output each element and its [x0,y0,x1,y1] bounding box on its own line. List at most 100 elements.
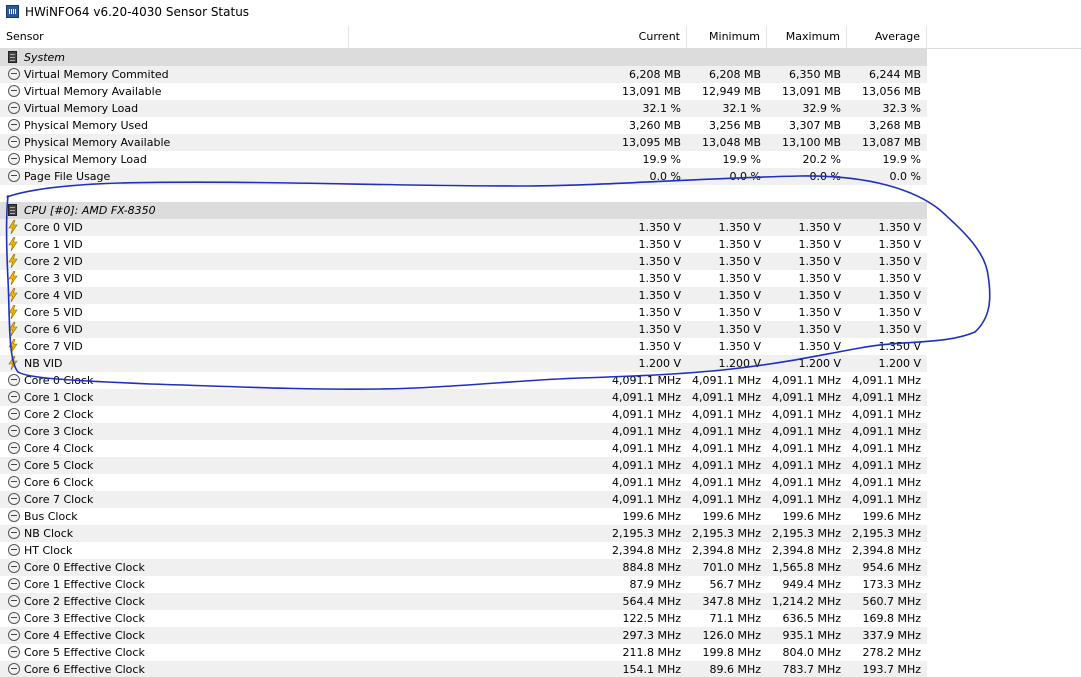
minimum-value: 12,949 MB [701,85,761,98]
minimum-value: 1.200 V [718,357,761,370]
gauge-icon [8,85,20,97]
current-value: 297.3 MHz [622,629,681,642]
hwinfo-app-icon [6,5,19,18]
sensor-row[interactable]: Page File Usage 0.0 % 0.0 % 0.0 % 0.0 % [0,168,927,185]
sensor-row[interactable]: Core 0 Clock 4,091.1 MHz 4,091.1 MHz 4,091.… [0,372,927,389]
lightning-icon [8,219,18,235]
sensor-name-cell: Core 0 Effective Clock [8,559,348,576]
average-value: 4,091.1 MHz [851,493,921,506]
maximum-value: 1,214.2 MHz [771,595,841,608]
minimum-value: 4,091.1 MHz [691,374,761,387]
average-value: 2,394.8 MHz [851,544,921,557]
sensor-row[interactable]: Core 1 Clock 4,091.1 MHz 4,091.1 MHz 4,091.… [0,389,927,406]
gauge-icon [8,459,20,471]
sensor-row[interactable]: Core 4 Effective Clock 297.3 MHz 126.0 MHz… [0,627,927,644]
sensor-name-cell: NB Clock [8,525,348,542]
column-header-maximum[interactable]: Maximum [767,26,847,48]
sensor-row[interactable]: Bus Clock 199.6 MHz 199.6 MHz 199.6 MHz 199.… [0,508,927,525]
minimum-value: 1.350 V [718,306,761,319]
sensor-row[interactable]: Physical Memory Load 19.9 % 19.9 % 20.2 % 19… [0,151,927,168]
sensor-row[interactable]: Core 1 Effective Clock 87.9 MHz 56.7 MHz 94… [0,576,927,593]
sensor-group-row[interactable]: CPU [#0]: AMD FX-8350 [0,202,927,219]
average-value: 4,091.1 MHz [851,442,921,455]
sensor-row[interactable]: NB VID 1.200 V 1.200 V 1.200 V 1.200 V [0,355,927,372]
sensor-row[interactable]: Physical Memory Used 3,260 MB 3,256 MB 3,30… [0,117,927,134]
sensor-name: Core 0 Effective Clock [24,561,145,574]
current-value: 4,091.1 MHz [611,459,681,472]
sensor-row[interactable]: Core 2 Clock 4,091.1 MHz 4,091.1 MHz 4,091.… [0,406,927,423]
sensor-row[interactable]: Virtual Memory Commited 6,208 MB 6,208 MB 6… [0,66,927,83]
minimum-value: 1.350 V [718,289,761,302]
sensor-row[interactable]: Core 4 Clock 4,091.1 MHz 4,091.1 MHz 4,091.… [0,440,927,457]
sensor-name: Core 2 Clock [24,408,94,421]
current-value: 154.1 MHz [622,663,681,676]
maximum-value: 636.5 MHz [782,612,841,625]
sensor-name: Core 6 VID [24,323,83,336]
sensor-group-row[interactable]: System [0,49,927,66]
sensor-row[interactable]: Core 6 Clock 4,091.1 MHz 4,091.1 MHz 4,091.… [0,474,927,491]
sensor-row[interactable]: Virtual Memory Available 13,091 MB 12,949 … [0,83,927,100]
minimum-value: 71.1 MHz [709,612,761,625]
minimum-value: 13,048 MB [701,136,761,149]
minimum-value: 2,394.8 MHz [691,544,761,557]
average-value: 199.6 MHz [862,510,921,523]
maximum-value: 4,091.1 MHz [771,408,841,421]
column-header-sensor[interactable]: Sensor [0,26,349,48]
sensor-row[interactable]: HT Clock 2,394.8 MHz 2,394.8 MHz 2,394.8 MH… [0,542,927,559]
sensor-row[interactable]: Core 3 Clock 4,091.1 MHz 4,091.1 MHz 4,091.… [0,423,927,440]
gauge-icon [8,153,20,165]
sensor-name-cell: HT Clock [8,542,348,559]
current-value: 4,091.1 MHz [611,493,681,506]
maximum-value: 1.350 V [798,238,841,251]
maximum-value: 1.200 V [798,357,841,370]
sensor-row[interactable]: Core 0 VID 1.350 V 1.350 V 1.350 V 1.350 V [0,219,927,236]
average-value: 19.9 % [882,153,921,166]
gauge-icon [8,561,20,573]
sensor-row[interactable]: Core 3 Effective Clock 122.5 MHz 71.1 MHz 6… [0,610,927,627]
sensor-row[interactable]: Core 5 Clock 4,091.1 MHz 4,091.1 MHz 4,091.… [0,457,927,474]
sensor-name-cell: Core 5 VID [8,304,348,321]
column-header-average[interactable]: Average [847,26,927,48]
maximum-value: 1,565.8 MHz [771,561,841,574]
column-header-minimum[interactable]: Minimum [687,26,767,48]
sensor-row[interactable]: Core 6 VID 1.350 V 1.350 V 1.350 V 1.350 V [0,321,927,338]
sensor-row[interactable]: NB Clock 2,195.3 MHz 2,195.3 MHz 2,195.3 MH… [0,525,927,542]
maximum-value: 1.350 V [798,306,841,319]
current-value: 1.350 V [638,340,681,353]
sensor-row[interactable]: Core 7 VID 1.350 V 1.350 V 1.350 V 1.350 V [0,338,927,355]
sensor-list[interactable]: System Virtual Memory Commited 6,208 MB 6,2… [0,49,1081,677]
sensor-row[interactable]: Core 6 Effective Clock 154.1 MHz 89.6 MHz 7… [0,661,927,677]
column-header-current[interactable]: Current [349,26,687,48]
sensor-name-cell: Virtual Memory Load [8,100,348,117]
sensor-row[interactable]: Core 5 VID 1.350 V 1.350 V 1.350 V 1.350 V [0,304,927,321]
sensor-row[interactable]: Core 7 Clock 4,091.1 MHz 4,091.1 MHz 4,091.… [0,491,927,508]
current-value: 1.350 V [638,238,681,251]
sensor-row[interactable]: Physical Memory Available 13,095 MB 13,048… [0,134,927,151]
maximum-value: 4,091.1 MHz [771,476,841,489]
sensor-row[interactable]: Core 0 Effective Clock 884.8 MHz 701.0 MHz… [0,559,927,576]
minimum-value: 199.8 MHz [702,646,761,659]
maximum-value: 3,307 MB [788,119,841,132]
sensor-name: Core 5 VID [24,306,83,319]
minimum-value: 1.350 V [718,272,761,285]
minimum-value: 4,091.1 MHz [691,476,761,489]
sensor-row[interactable]: Core 5 Effective Clock 211.8 MHz 199.8 MHz… [0,644,927,661]
sensor-row[interactable]: Core 1 VID 1.350 V 1.350 V 1.350 V 1.350 V [0,236,927,253]
average-value: 1.350 V [878,272,921,285]
sensor-row[interactable]: Core 2 VID 1.350 V 1.350 V 1.350 V 1.350 V [0,253,927,270]
maximum-value: 4,091.1 MHz [771,391,841,404]
gauge-icon [8,102,20,114]
maximum-value: 199.6 MHz [782,510,841,523]
sensor-row[interactable]: Core 4 VID 1.350 V 1.350 V 1.350 V 1.350 V [0,287,927,304]
blank-row [0,185,927,202]
sensor-row[interactable]: Core 2 Effective Clock 564.4 MHz 347.8 MHz… [0,593,927,610]
sensor-name: Virtual Memory Commited [24,68,169,81]
minimum-value: 0.0 % [729,170,761,183]
gauge-icon [8,663,20,675]
average-value: 1.200 V [878,357,921,370]
maximum-value: 2,394.8 MHz [771,544,841,557]
title-bar: HWiNFO64 v6.20-4030 Sensor Status [0,0,1081,24]
sensor-row[interactable]: Core 3 VID 1.350 V 1.350 V 1.350 V 1.350 V [0,270,927,287]
sensor-row[interactable]: Virtual Memory Load 32.1 % 32.1 % 32.9 % 32.… [0,100,927,117]
sensor-name: NB Clock [24,527,74,540]
